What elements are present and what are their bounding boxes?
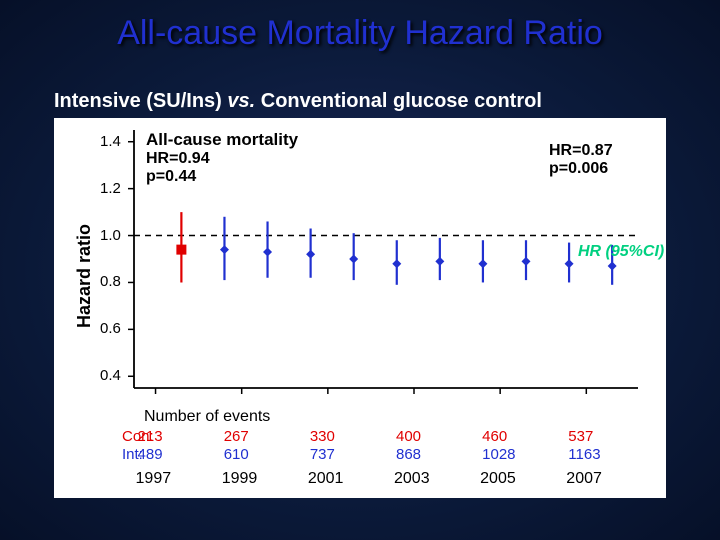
y-tick-label: 1.2 bbox=[100, 180, 121, 197]
y-tick-label: 0.6 bbox=[100, 320, 121, 337]
events-cell: 460 bbox=[482, 428, 507, 445]
y-tick-label: 0.8 bbox=[100, 273, 121, 290]
x-year-label: 2005 bbox=[480, 470, 516, 488]
x-year-label: 1997 bbox=[136, 470, 172, 488]
events-cell: 537 bbox=[568, 428, 593, 445]
subtitle: Intensive (SU/Ins) vs. Conventional gluc… bbox=[54, 90, 542, 113]
slide: All-cause Mortality Hazard Ratio Intensi… bbox=[0, 0, 720, 540]
right-p: p=0.006 bbox=[549, 160, 608, 178]
left-p: p=0.44 bbox=[146, 168, 196, 186]
plot-inner-title: All-cause mortality bbox=[146, 130, 298, 150]
events-cell: 213 bbox=[138, 428, 163, 445]
subtitle-prefix: Intensive (SU/Ins) bbox=[54, 90, 227, 112]
events-cell: 868 bbox=[396, 446, 421, 463]
events-cell: 737 bbox=[310, 446, 335, 463]
left-hr: HR=0.94 bbox=[146, 150, 210, 168]
events-cell: 1028 bbox=[482, 446, 515, 463]
forest-plot: Hazard ratio All-cause mortality HR=0.94… bbox=[54, 118, 666, 498]
events-cell: 267 bbox=[224, 428, 249, 445]
events-cell: 489 bbox=[138, 446, 163, 463]
events-cell: 610 bbox=[224, 446, 249, 463]
events-header: Number of events bbox=[144, 408, 270, 426]
x-year-label: 1999 bbox=[222, 470, 258, 488]
events-cell: 1163 bbox=[568, 446, 600, 463]
right-hr: HR=0.87 bbox=[549, 142, 613, 160]
subtitle-vs: vs. bbox=[227, 90, 255, 112]
x-year-label: 2003 bbox=[394, 470, 430, 488]
page-title: All-cause Mortality Hazard Ratio bbox=[0, 14, 720, 53]
y-tick-label: 1.0 bbox=[100, 227, 121, 244]
y-axis-label: Hazard ratio bbox=[74, 224, 95, 328]
y-tick-label: 1.4 bbox=[100, 133, 121, 150]
subtitle-suffix: Conventional glucose control bbox=[255, 90, 542, 112]
y-tick-label: 0.4 bbox=[100, 367, 121, 384]
x-year-label: 2007 bbox=[566, 470, 602, 488]
events-cell: 330 bbox=[310, 428, 335, 445]
hr-ci-label: HR (95%CI) bbox=[578, 243, 664, 261]
x-year-label: 2001 bbox=[308, 470, 344, 488]
events-cell: 400 bbox=[396, 428, 421, 445]
